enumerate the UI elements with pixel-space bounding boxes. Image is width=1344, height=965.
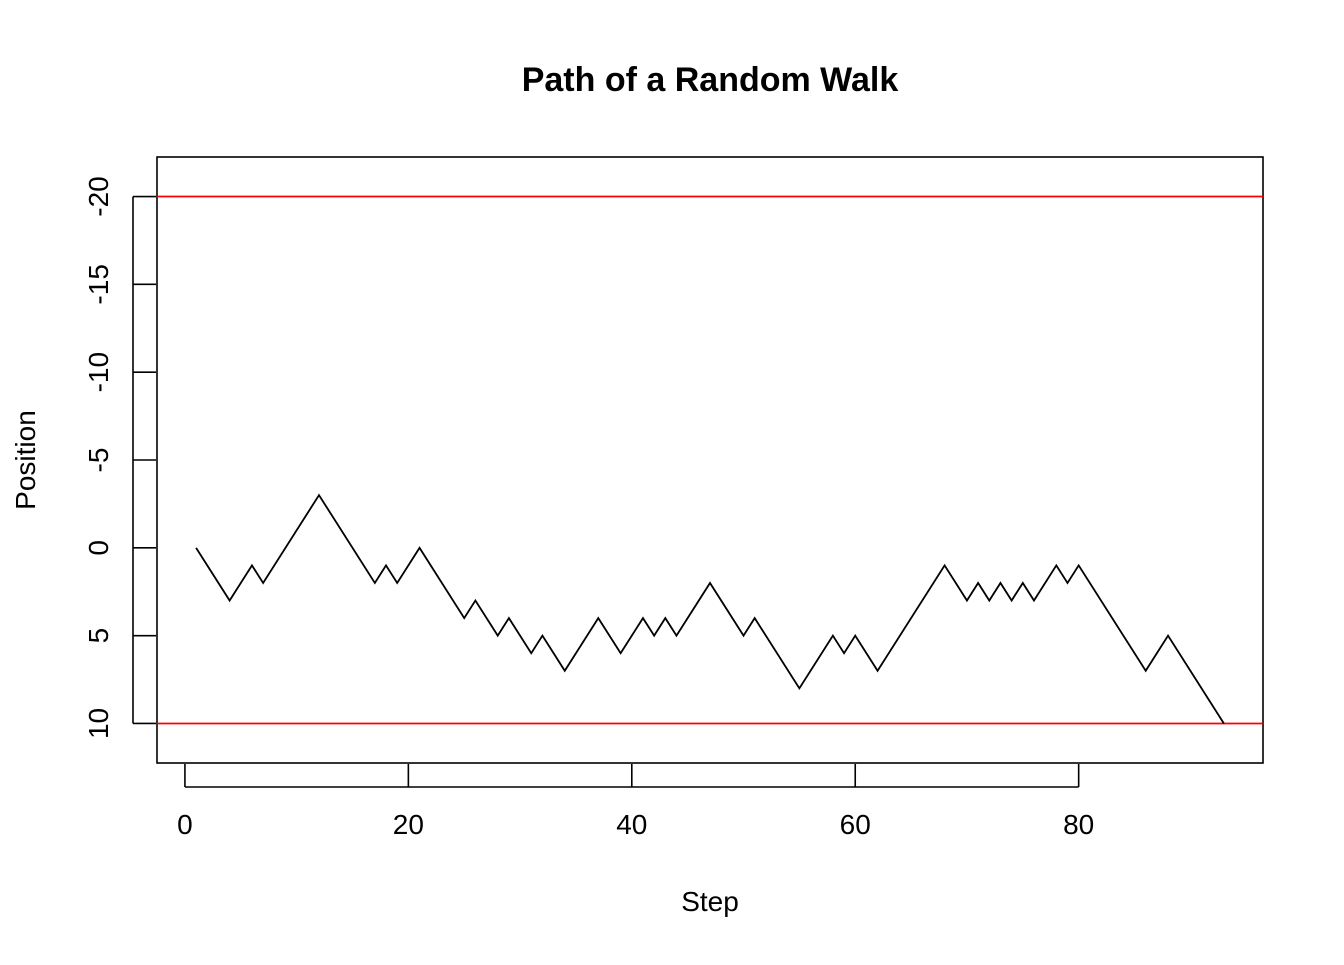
x-tick-label: 80: [1063, 809, 1094, 840]
plot-frame: [156, 156, 1264, 764]
y-tick-label: -5: [83, 448, 114, 473]
y-tick-label: 0: [83, 540, 114, 556]
plot-area: 0 20 40 60 80 10 5 0 -5 -10 -15 -20: [83, 156, 1264, 840]
chart-title: Path of a Random Walk: [522, 61, 899, 99]
x-tick-label: 20: [393, 809, 424, 840]
y-tick-label: -20: [83, 176, 114, 216]
x-tick-label: 40: [616, 809, 647, 840]
y-axis-label: Position: [10, 410, 41, 510]
y-tick-label: -15: [83, 264, 114, 304]
y-tick-label: 5: [83, 628, 114, 644]
x-axis-label: Step: [681, 886, 739, 917]
y-tick-label: -10: [83, 352, 114, 392]
x-tick-label: 0: [177, 809, 193, 840]
random-walk-path: [195, 493, 1225, 724]
x-tick-label: 60: [840, 809, 871, 840]
y-tick-label: 10: [83, 708, 114, 739]
